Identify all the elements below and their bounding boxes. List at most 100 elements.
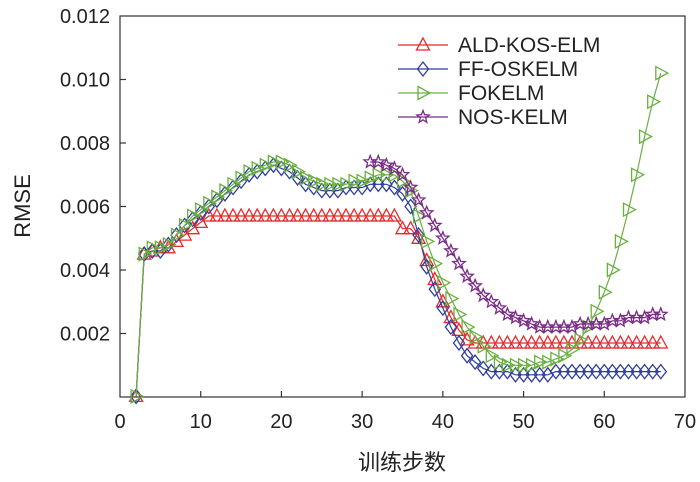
data-point [265, 207, 281, 222]
data-point [162, 237, 177, 253]
data-point [290, 207, 306, 222]
tick-marks [120, 78, 605, 397]
data-point [362, 207, 378, 222]
data-point [534, 354, 549, 370]
data-point [210, 192, 224, 209]
data-point [299, 170, 314, 186]
data-point [491, 334, 507, 349]
data-point [444, 319, 458, 336]
data-point [226, 179, 240, 196]
data-point [316, 176, 331, 192]
data-point [330, 207, 346, 222]
data-point [652, 306, 669, 322]
data-point [574, 332, 589, 348]
data-point [630, 167, 645, 183]
legend-item: ALD-KOS-ELM [398, 34, 600, 57]
data-point [394, 220, 411, 235]
data-point [485, 348, 500, 364]
x-tick-label: 0 [114, 411, 125, 433]
y-tick-label: 0.010 [60, 70, 110, 92]
legend-item: NOS-KELM [398, 106, 568, 129]
data-point [178, 217, 193, 234]
data-point [436, 300, 450, 317]
data-point [460, 347, 474, 364]
data-point [218, 185, 232, 202]
data-point [452, 334, 466, 352]
data-point [211, 189, 226, 205]
legend-marker [415, 36, 431, 51]
data-point [281, 207, 298, 222]
series-nos-kelm [362, 153, 669, 334]
x-tick-label: 30 [351, 411, 373, 433]
data-point [356, 173, 371, 189]
data-point [493, 354, 508, 370]
tick-labels: 0 10 20 30 40 50 60 70 0.002 0.004 0.006 0.008 0.010… [60, 6, 696, 433]
data-point [507, 334, 524, 349]
data-point [338, 207, 354, 222]
data-point [507, 309, 524, 325]
data-point [378, 156, 395, 172]
y-tick-label: 0.006 [60, 197, 110, 219]
data-point [130, 388, 145, 404]
data-point [523, 315, 540, 331]
data-point [380, 167, 395, 183]
data-point [364, 170, 379, 186]
data-point [241, 207, 257, 222]
data-point [154, 240, 169, 256]
data-point [308, 173, 323, 189]
data-point [235, 170, 250, 186]
data-point [267, 154, 282, 170]
data-point [370, 153, 387, 169]
data-point [461, 319, 476, 335]
data-point [386, 160, 403, 176]
legend-label: NOS-KELM [458, 106, 568, 129]
x-tick-label: 70 [674, 411, 696, 433]
x-tick-label: 10 [190, 411, 212, 433]
data-point [322, 207, 338, 222]
y-tick-label: 0.002 [60, 324, 110, 346]
data-point [138, 246, 153, 262]
y-tick-label: 0.008 [60, 133, 110, 155]
data-point [468, 354, 482, 371]
data-point [580, 334, 596, 349]
data-point [475, 287, 492, 303]
data-point [195, 202, 210, 218]
data-point [429, 256, 444, 272]
series-line [135, 164, 661, 397]
data-point [638, 129, 653, 145]
data-point [203, 195, 218, 211]
data-point [453, 306, 468, 322]
data-point [227, 176, 242, 192]
data-point [590, 303, 605, 319]
data-point [209, 207, 225, 222]
data-point [128, 388, 144, 403]
data-point [491, 299, 508, 315]
data-point [540, 334, 556, 349]
data-point [404, 183, 419, 199]
y-axis-title: RMSE [10, 174, 35, 238]
data-point [370, 207, 386, 222]
legend-item: FOKELM [398, 82, 544, 105]
data-point [476, 360, 490, 377]
data-point [467, 277, 484, 293]
data-point [606, 262, 621, 278]
series-line [135, 72, 662, 397]
data-point [459, 268, 476, 284]
data-point [394, 166, 411, 182]
data-point [445, 291, 460, 307]
data-point [403, 220, 419, 235]
legend-marker [417, 85, 432, 101]
data-point [372, 167, 387, 183]
data-point [306, 207, 322, 222]
data-point [332, 176, 347, 192]
data-point [418, 204, 435, 220]
data-point [170, 227, 185, 243]
data-point [469, 329, 484, 345]
data-point [524, 334, 540, 349]
y-tick-label: 0.004 [60, 260, 110, 282]
data-point [146, 240, 161, 256]
data-point [509, 357, 524, 373]
data-point [477, 338, 492, 354]
